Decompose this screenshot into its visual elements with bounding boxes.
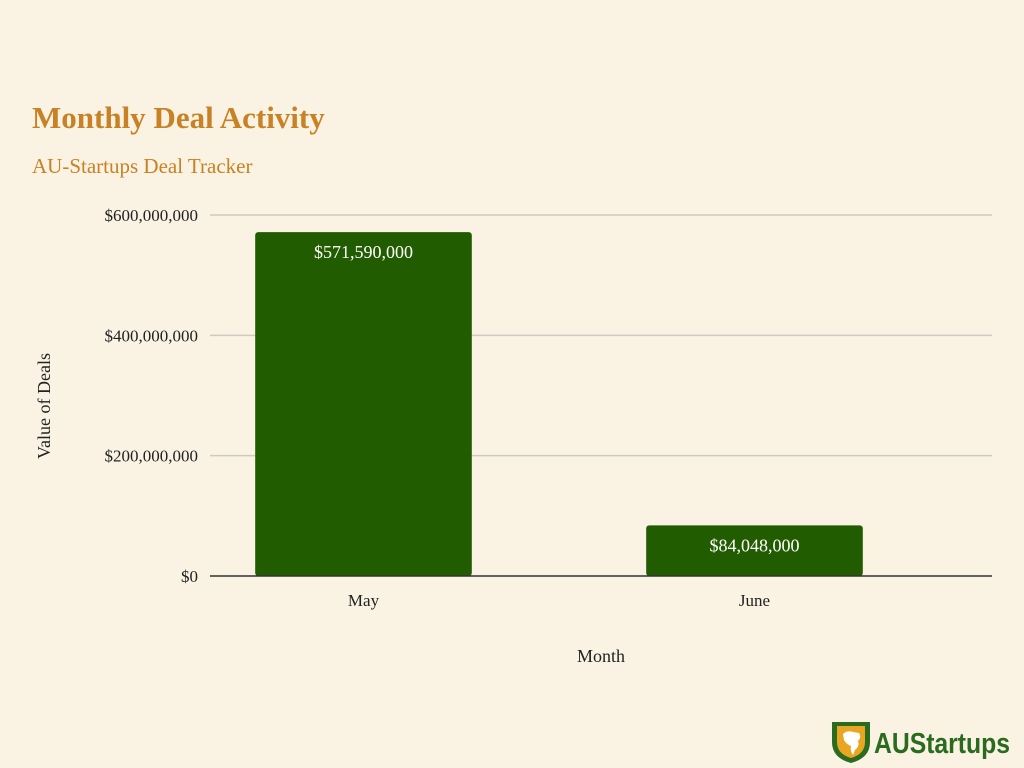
x-tick-label: June xyxy=(739,591,770,610)
y-axis-label: Value of Deals xyxy=(34,353,54,459)
x-axis-ticks: May June xyxy=(348,591,770,610)
chart-subtitle: AU-Startups Deal Tracker xyxy=(32,154,253,178)
austartups-logo: AUStartups xyxy=(832,722,1010,763)
y-tick-label: $0 xyxy=(181,567,198,586)
y-tick-label: $400,000,000 xyxy=(105,326,199,345)
x-axis-label: Month xyxy=(577,646,625,666)
bar-may xyxy=(255,232,472,576)
bar-june xyxy=(646,525,863,576)
bars: $571,590,000 $84,048,000 xyxy=(255,232,863,576)
y-tick-label: $600,000,000 xyxy=(105,206,199,225)
y-axis-ticks: $0 $200,000,000 $400,000,000 $600,000,000 xyxy=(105,206,199,586)
bar-chart: $0 $200,000,000 $400,000,000 $600,000,000 $… xyxy=(34,206,992,666)
bar-value-label: $84,048,000 xyxy=(710,535,800,555)
africa-shield-icon xyxy=(832,722,870,763)
x-tick-label: May xyxy=(348,591,380,610)
chart-title: Monthly Deal Activity xyxy=(32,100,325,135)
y-tick-label: $200,000,000 xyxy=(105,447,199,466)
bar-value-label: $571,590,000 xyxy=(314,242,413,262)
logo-text: AUStartups xyxy=(874,728,1010,760)
